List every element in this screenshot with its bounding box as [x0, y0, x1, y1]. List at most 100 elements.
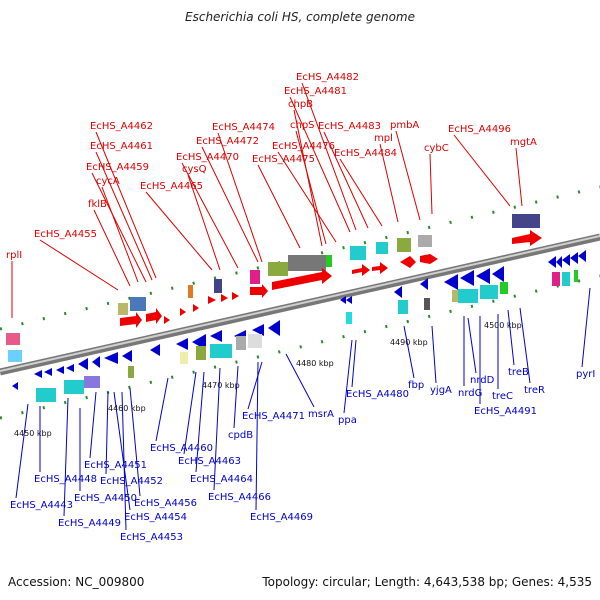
reverse-gene-label: yjgA — [430, 385, 452, 396]
forward-gene-label: EcHS_A4472 — [196, 136, 259, 147]
forward-gene-label: EcHS_A4484 — [334, 148, 397, 159]
tick-label: 4450 kbp — [14, 429, 52, 438]
rev-leader-line — [121, 391, 127, 531]
reverse-gene-label: treB — [508, 367, 529, 378]
rev-leader-line — [519, 307, 531, 384]
reverse-gene-label: EcHS_A4469 — [250, 512, 313, 523]
forward-gene-label: EcHS_A4476 — [272, 141, 335, 152]
rev-leader-line — [255, 361, 259, 511]
reverse-gene-label: EcHS_A4463 — [178, 456, 241, 467]
forward-gene-label: cycA — [96, 176, 120, 187]
rev-leader-line — [581, 287, 591, 368]
tick-label: 4470 kbp — [202, 381, 240, 390]
forward-gene-label: mgtA — [510, 137, 537, 148]
forward-gene-label: chpB — [288, 99, 313, 110]
rev-leader-line — [431, 325, 437, 384]
rev-leader-line — [129, 387, 141, 497]
forward-gene-label: EcHS_A4455 — [34, 229, 97, 240]
tick-label: 4460 kbp — [108, 404, 146, 413]
reverse-gene-label: pyrI — [576, 369, 595, 380]
rev-leader-line — [343, 339, 353, 414]
fwd-leader-line — [339, 158, 383, 227]
forward-gene-labels: rplI EcHS_A4455 fklB cycA EcHS_A4459 EcHS_A44… — [6, 72, 537, 261]
fwd-leader-line — [301, 82, 357, 231]
forward-gene-features — [6, 214, 542, 345]
fwd-leader-line — [289, 96, 351, 233]
rev-leader-line — [403, 325, 415, 379]
forward-gene-label: EcHS_A4496 — [448, 124, 511, 135]
fwd-leader-line — [515, 147, 523, 207]
forward-gene-label: EcHS_A4482 — [296, 72, 359, 83]
accession-text: Accession: NC_009800 — [8, 575, 145, 589]
fwd-leader-line — [91, 172, 147, 283]
tick-label: 4500 kbp — [484, 321, 522, 330]
genome-backbone-highlight — [0, 235, 600, 372]
reverse-gene-labels: EcHS_A4443 EcHS_A4448 EcHS_A4449 EcHS_A4450… — [10, 367, 595, 543]
forward-gene-label: EcHS_A4465 — [140, 181, 203, 192]
fwd-leader-line — [293, 109, 323, 247]
rev-leader-line — [89, 391, 97, 459]
fwd-leader-line — [295, 130, 327, 245]
reverse-gene-label: EcHS_A4453 — [120, 532, 183, 543]
rev-leader-line — [351, 339, 357, 388]
rev-leader-line — [467, 317, 477, 374]
reverse-gene-label: EcHS_A4449 — [58, 518, 121, 529]
reverse-gene-label: EcHS_A4452 — [100, 476, 163, 487]
forward-gene-label: EcHS_A4462 — [90, 121, 153, 132]
fwd-leader-line — [39, 239, 119, 291]
tick-label: 4490 kbp — [390, 338, 428, 347]
reverse-gene-label: fbp — [408, 380, 424, 391]
forward-gene-label: cybC — [424, 143, 449, 154]
fwd-leader-line — [395, 130, 421, 221]
fwd-leader-line — [429, 153, 433, 215]
forward-gene-label: EcHS_A4475 — [252, 154, 315, 165]
reverse-gene-label: EcHS_A4448 — [34, 474, 97, 485]
reverse-gene-label: EcHS_A4480 — [346, 389, 409, 400]
rev-leader-line — [507, 309, 515, 366]
reverse-gene-label: EcHS_A4451 — [84, 460, 147, 471]
rev-leader-line — [15, 403, 29, 499]
fwd-leader-line — [217, 132, 263, 263]
forward-gene-label: fklB — [88, 199, 107, 210]
rev-leader-line — [213, 367, 221, 491]
forward-gene-label: mpl — [374, 133, 393, 144]
fwd-leader-line — [95, 151, 153, 281]
fwd-leader-line — [101, 186, 139, 283]
reverse-gene-label: EcHS_A4460 — [150, 443, 213, 454]
forward-gene-label: EcHS_A4470 — [176, 152, 239, 163]
reverse-gene-label: EcHS_A4443 — [10, 500, 73, 511]
reverse-gene-label: treC — [492, 391, 513, 402]
topology-text: Topology: circular; Length: 4,643,538 bp… — [262, 575, 592, 589]
reverse-gene-label: nrdG — [458, 388, 482, 399]
forward-gene-label: pmbA — [390, 120, 419, 131]
reverse-gene-label: EcHS_A4466 — [208, 492, 271, 503]
reverse-gene-label: EcHS_A4491 — [474, 406, 537, 417]
rev-leader-line — [247, 361, 263, 410]
forward-gene-label: EcHS_A4461 — [90, 141, 153, 152]
reverse-gene-label: EcHS_A4456 — [134, 498, 197, 509]
rev-leader-line — [105, 391, 109, 475]
fwd-leader-line — [323, 131, 369, 229]
tick-label: 4480 kbp — [296, 359, 334, 368]
fwd-leader-line — [257, 164, 301, 249]
fwd-leader-line — [187, 174, 221, 271]
tick-marks: 4450 kbp 4460 kbp 4470 kbp 4480 kbp 4490 kbp… — [14, 321, 522, 438]
rev-leader-line — [113, 391, 131, 511]
rev-leader-line — [233, 365, 239, 429]
reverse-gene-label: EcHS_A4471 — [242, 411, 305, 422]
chart-title: Escherichia coli HS, complete genome — [185, 10, 415, 24]
fwd-leader-line — [453, 134, 511, 207]
reverse-leader-lines — [15, 287, 591, 531]
rev-leader-line — [155, 377, 169, 442]
fwd-leader-line — [201, 146, 259, 263]
forward-gene-label: EcHS_A4481 — [284, 86, 347, 97]
rev-leader-line — [195, 371, 205, 473]
fwd-leader-line — [379, 143, 399, 223]
forward-gene-label: EcHS_A4459 — [86, 162, 149, 173]
rev-leader-line — [285, 353, 315, 408]
fwd-leader-line — [93, 209, 131, 287]
forward-gene-label: EcHS_A4474 — [212, 122, 275, 133]
reverse-gene-label: EcHS_A4464 — [190, 474, 253, 485]
fwd-leader-line — [95, 131, 157, 279]
